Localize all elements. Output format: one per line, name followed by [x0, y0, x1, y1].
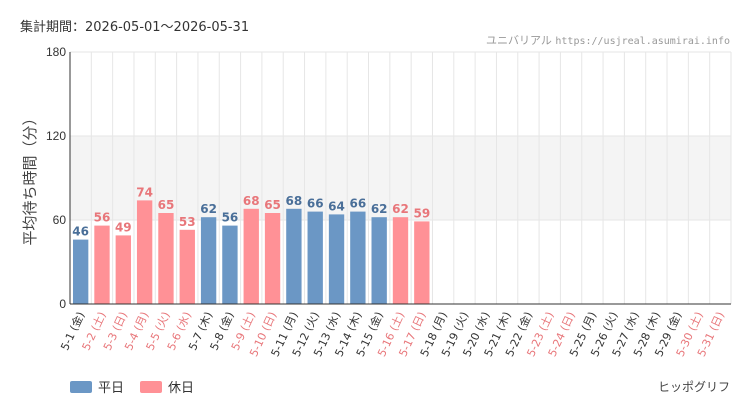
y-tick-label: 180: [46, 45, 66, 59]
bar-value-label: 59: [413, 206, 430, 220]
bar[interactable]: [222, 225, 238, 304]
bar[interactable]: [200, 217, 217, 304]
shaded-band: [70, 136, 731, 220]
bar-value-label: 65: [158, 198, 175, 212]
bar-value-label: 66: [350, 197, 367, 211]
y-tick-label: 60: [53, 213, 67, 227]
bar-value-label: 68: [286, 194, 303, 208]
bar[interactable]: [243, 208, 259, 304]
bar[interactable]: [414, 221, 430, 304]
bar[interactable]: [72, 239, 89, 304]
bar[interactable]: [94, 225, 110, 304]
bar-value-label: 56: [94, 211, 111, 225]
source-credit: ユニバリアル https://usjreal.asumirai.info: [486, 32, 730, 48]
bar-value-label: 62: [200, 202, 217, 216]
bar-value-label: 74: [136, 185, 153, 199]
bar-value-label: 62: [371, 202, 388, 216]
site-url: https://usjreal.asumirai.info: [555, 36, 730, 47]
bar[interactable]: [179, 229, 195, 304]
bar-value-label: 62: [392, 202, 409, 216]
bar[interactable]: [328, 214, 345, 304]
legend-item-holiday[interactable]: 休日: [140, 377, 194, 396]
bar[interactable]: [264, 213, 281, 304]
bar[interactable]: [371, 217, 387, 304]
park-name: ユニバリアル: [486, 34, 552, 47]
bar-value-label: 64: [328, 199, 345, 213]
bar-value-label: 56: [222, 211, 239, 225]
y-axis-title: 平均待ち時間（分）: [21, 110, 39, 245]
legend-swatch-weekday: [70, 380, 92, 393]
legend-label-weekday: 平日: [98, 381, 125, 396]
period-label: 集計期間：2026-05-01～2026-05-31: [20, 20, 250, 35]
legend-item-weekday[interactable]: 平日: [70, 377, 124, 396]
bar[interactable]: [307, 211, 323, 304]
legend: 平日 休日: [70, 377, 194, 396]
bar[interactable]: [136, 200, 153, 304]
bar-value-label: 46: [72, 225, 89, 239]
bar-value-label: 65: [264, 198, 281, 212]
bar[interactable]: [158, 213, 174, 304]
bar[interactable]: [350, 211, 366, 304]
bar-value-label: 53: [179, 215, 196, 229]
bar[interactable]: [115, 235, 131, 304]
bar-value-label: 66: [307, 197, 324, 211]
y-tick-label: 0: [59, 297, 66, 311]
y-tick-label: 120: [46, 129, 66, 143]
bar[interactable]: [392, 217, 409, 304]
brand-label: ヒッポグリフ: [657, 380, 730, 394]
legend-label-holiday: 休日: [168, 381, 195, 396]
bar-value-label: 49: [115, 220, 132, 234]
bar-value-label: 68: [243, 194, 260, 208]
legend-swatch-holiday: [140, 380, 163, 393]
bar[interactable]: [286, 208, 302, 304]
